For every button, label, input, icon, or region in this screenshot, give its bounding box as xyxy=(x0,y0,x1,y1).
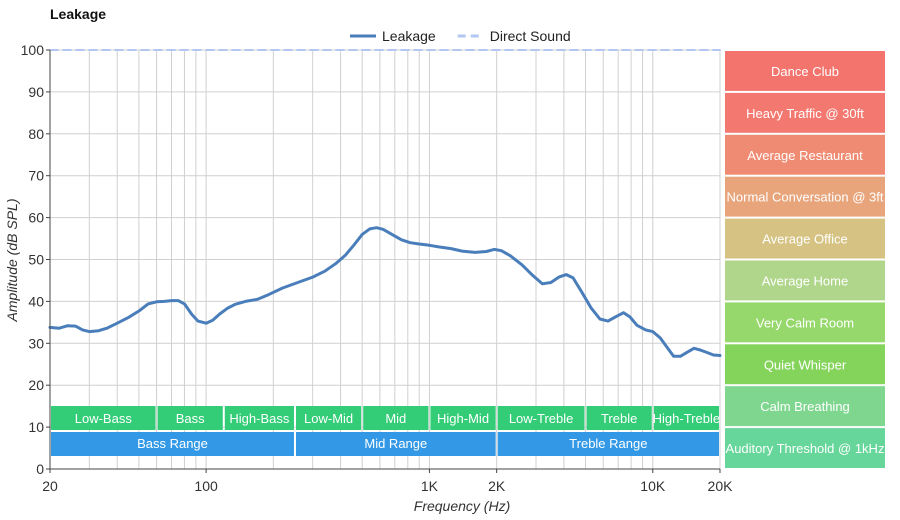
reference-level xyxy=(725,302,885,343)
frequency-band-label: Mid xyxy=(385,411,406,426)
frequency-band-label: Bass xyxy=(176,411,205,426)
legend: Leakage Direct Sound xyxy=(350,28,571,44)
y-tick-label: 80 xyxy=(28,126,44,142)
frequency-band xyxy=(653,406,719,430)
frequency-band-label: Low-Treble xyxy=(509,411,574,426)
reference-level-label: Calm Breathing xyxy=(760,399,850,414)
frequency-band-label: High-Bass xyxy=(229,411,289,426)
x-tick-label: 20K xyxy=(708,478,734,494)
legend-label: Leakage xyxy=(382,28,436,44)
frequency-band-label: Low-Bass xyxy=(75,411,133,426)
reference-level-label: Auditory Threshold @ 1kHz xyxy=(726,441,885,456)
y-axis-label: Amplitude (dB SPL) xyxy=(4,199,20,323)
reference-level xyxy=(725,176,885,217)
reference-level-label: Normal Conversation @ 3ft xyxy=(727,190,884,205)
frequency-band xyxy=(295,406,362,430)
legend-label: Direct Sound xyxy=(490,28,571,44)
frequency-band-label: High-Treble xyxy=(653,411,720,426)
x-tick-label: 10K xyxy=(640,478,666,494)
frequency-range-label: Bass Range xyxy=(137,436,208,451)
frequency-band xyxy=(497,406,585,430)
frequency-band xyxy=(157,406,223,430)
series-line-leakage xyxy=(48,226,722,358)
reference-level xyxy=(725,428,885,468)
reference-level xyxy=(725,218,885,259)
frequency-band xyxy=(363,406,429,430)
frequency-range-label: Treble Range xyxy=(569,436,647,451)
reference-level xyxy=(725,134,885,175)
frequency-range xyxy=(497,432,719,456)
reference-level-label: Quiet Whisper xyxy=(764,357,847,372)
y-tick-label: 30 xyxy=(28,335,44,351)
y-tick-label: 90 xyxy=(28,84,44,100)
reference-level xyxy=(725,92,885,133)
data-series xyxy=(48,49,722,358)
reference-level-label: Heavy Traffic @ 30ft xyxy=(746,106,864,121)
y-tick-label: 0 xyxy=(36,461,44,477)
reference-level-label: Average Home xyxy=(762,273,848,288)
y-tick-label: 10 xyxy=(28,419,44,435)
reference-level-label: Average Office xyxy=(762,232,848,247)
y-tick-label: 20 xyxy=(28,377,44,393)
x-axis-label: Frequency (Hz) xyxy=(414,498,510,514)
reference-level xyxy=(725,344,885,385)
y-tick-label: 40 xyxy=(28,293,44,309)
x-tick-label: 20 xyxy=(42,478,58,494)
frequency-bands: Low-Bass Bass High-Bass Low-Mid Mid High-Mid L… xyxy=(51,406,720,456)
reference-level xyxy=(725,51,885,91)
frequency-band-label: High-Mid xyxy=(437,411,489,426)
frequency-band xyxy=(51,406,156,430)
chart-title: Leakage xyxy=(50,6,106,22)
y-tick-label: 100 xyxy=(21,42,45,58)
reference-level-label: Very Calm Room xyxy=(756,315,854,330)
y-tick-label: 60 xyxy=(28,210,44,226)
reference-level xyxy=(725,386,885,427)
frequency-band xyxy=(224,406,294,430)
reference-level xyxy=(725,260,885,301)
y-tick-label: 50 xyxy=(28,252,44,268)
frequency-band xyxy=(430,406,496,430)
reference-level-label: Dance Club xyxy=(771,64,839,79)
x-tick-label: 1K xyxy=(421,478,439,494)
frequency-range xyxy=(51,432,294,456)
y-tick-label: 70 xyxy=(28,168,44,184)
x-tick-label: 100 xyxy=(194,478,218,494)
axes: 0 10 20 30 40 50 60 70 80 90 100 20 100 1K 2K 10K 20K xyxy=(21,42,733,494)
reference-levels: Dance Club Heavy Traffic @ 30ft Average Re… xyxy=(725,51,885,468)
frequency-range-label: Mid Range xyxy=(364,436,427,451)
x-tick-label: 2K xyxy=(488,478,506,494)
frequency-band-label: Low-Mid xyxy=(304,411,353,426)
frequency-band-label: Treble xyxy=(601,411,637,426)
frequency-range xyxy=(295,432,496,456)
frequency-band xyxy=(586,406,652,430)
reference-level-label: Average Restaurant xyxy=(747,148,863,163)
